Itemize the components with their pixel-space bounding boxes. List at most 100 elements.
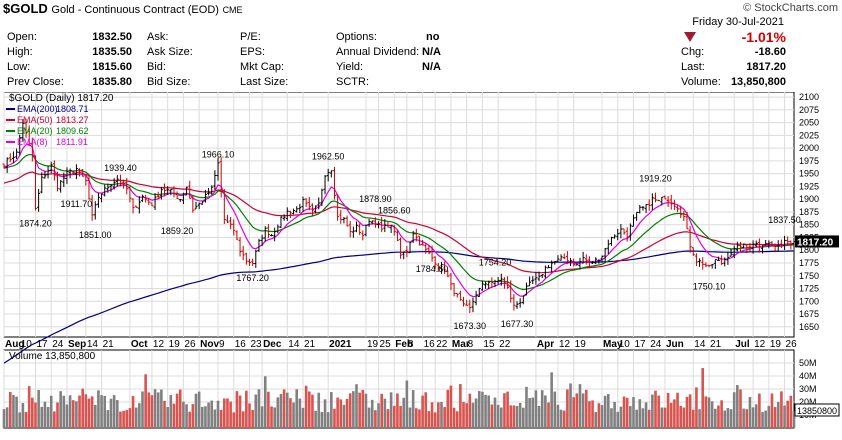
price-annotation: 1962.50: [312, 151, 345, 161]
price-bar: [276, 224, 280, 234]
stat-label: Open:: [7, 31, 37, 43]
legend-series-value: 1813.27: [56, 115, 89, 125]
price-bar: [742, 243, 746, 249]
volume-bar: [109, 398, 113, 428]
volume-bar: [134, 407, 138, 428]
volume-bar: [263, 376, 267, 428]
price-bar: [452, 283, 456, 297]
x-tick-label: Apr: [537, 339, 554, 350]
stat-label: P/E:: [240, 31, 261, 43]
price-bar: [754, 240, 758, 248]
volume-bar: [342, 404, 346, 428]
price-bar: [638, 204, 642, 214]
volume-bar: [625, 397, 629, 428]
stat-label: Last:: [681, 61, 705, 73]
stat-label: Low:: [7, 61, 31, 73]
volume-bar: [537, 405, 541, 428]
last-volume-label: 13850800: [797, 406, 837, 416]
volume-bar: [374, 410, 377, 428]
price-bar: [207, 188, 211, 196]
volume-bar: [459, 384, 462, 428]
price-bar: [304, 198, 308, 208]
price-bar: [411, 230, 415, 243]
volume-bar: [15, 396, 18, 428]
price-bar: [56, 171, 60, 192]
price-bar: [288, 210, 292, 219]
volume-bar: [474, 398, 478, 428]
stat-open: 1832.50: [92, 31, 132, 43]
volume-bar: [71, 400, 75, 428]
y-tick-label: 50M: [799, 358, 817, 368]
volume-bar: [326, 412, 330, 428]
price-bar: [512, 294, 516, 311]
volume-bar: [197, 391, 201, 428]
price-bar: [8, 153, 12, 163]
volume-bar: [534, 390, 538, 428]
price-bar: [59, 180, 63, 193]
price-bar: [106, 183, 110, 193]
stat-high: 1835.50: [92, 46, 132, 58]
volume-bar: [270, 406, 273, 428]
y-tick-label: 40M: [799, 371, 817, 381]
price-bar: [273, 227, 277, 242]
volume-bar: [559, 409, 563, 428]
price-bar: [581, 251, 585, 264]
volume-bar: [238, 395, 242, 428]
copyright[interactable]: © StockCharts.com: [743, 2, 838, 14]
volume-bar: [739, 389, 742, 428]
price-bar: [188, 180, 192, 199]
price-bar: [326, 168, 330, 182]
price-bar: [74, 164, 78, 180]
volume-bar: [27, 386, 31, 428]
price-bar: [761, 245, 765, 254]
volume-bar: [430, 402, 434, 428]
legend-series-value: 1809.62: [56, 126, 89, 136]
price-bar: [556, 255, 560, 263]
price-bar: [738, 241, 742, 253]
volume-bar: [68, 395, 72, 428]
price-bar: [654, 192, 658, 203]
x-tick-label: Oct: [131, 339, 148, 350]
price-bar: [757, 238, 761, 253]
volume-bar: [301, 407, 305, 428]
price-bar: [46, 166, 50, 179]
volume-bar: [550, 372, 553, 428]
price-bar: [726, 251, 730, 265]
volume-bar: [481, 391, 484, 428]
y-tick-label: 1950: [799, 169, 819, 179]
price-bar: [427, 244, 431, 254]
x-tick-label: 12: [153, 339, 165, 350]
x-tick-label: 19: [575, 339, 587, 350]
x-tick-label: May: [603, 339, 623, 350]
price-bar: [342, 217, 346, 224]
volume-bar: [292, 402, 295, 428]
x-tick-label: 14: [87, 339, 99, 350]
legend-series-name: EMA(20): [17, 126, 53, 136]
price-bar: [587, 256, 591, 268]
volume-bar: [150, 395, 154, 428]
volume-bar: [594, 412, 598, 428]
price-bar: [11, 151, 15, 164]
price-annotation: 1939.40: [104, 163, 137, 173]
volume-bar: [503, 393, 506, 428]
price-bar: [5, 157, 9, 173]
price-chart[interactable]: 1650167517001725175017751800182518501875…: [0, 92, 842, 440]
price-bar: [528, 276, 532, 287]
price-bar: [229, 216, 233, 230]
price-bar: [402, 251, 406, 260]
price-bar: [90, 194, 94, 221]
price-bar: [270, 234, 274, 237]
price-bar: [748, 242, 752, 253]
price-bar: [96, 192, 100, 208]
volume-bar: [512, 405, 516, 428]
y-tick-label: 1900: [799, 194, 819, 204]
stat-last: 1817.20: [746, 61, 786, 73]
volume-bar: [49, 395, 53, 428]
volume-bar: [732, 392, 736, 428]
volume-bar: [5, 407, 9, 428]
volume-bar: [490, 404, 494, 428]
y-tick-label: 2050: [799, 118, 819, 128]
price-bar: [194, 201, 198, 210]
volume-bar: [581, 393, 585, 428]
price-bar: [600, 255, 604, 263]
